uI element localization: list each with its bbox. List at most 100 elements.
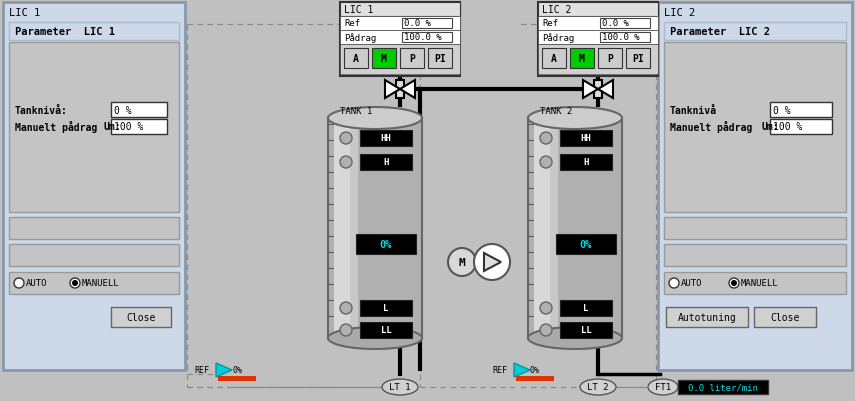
Bar — [664, 244, 846, 266]
Text: 0%: 0% — [380, 239, 392, 249]
Text: AUTO: AUTO — [681, 279, 703, 288]
Text: M: M — [381, 54, 387, 64]
Text: Parameter  LIC 1: Parameter LIC 1 — [15, 27, 115, 37]
Bar — [360, 300, 412, 316]
Bar — [9, 23, 179, 41]
Text: Pådrag: Pådrag — [344, 33, 376, 43]
Polygon shape — [216, 363, 232, 377]
Bar — [350, 119, 358, 338]
Bar — [9, 272, 179, 294]
Text: P: P — [409, 54, 415, 64]
Polygon shape — [484, 253, 501, 271]
Text: FT1: FT1 — [655, 383, 671, 391]
Text: LT 1: LT 1 — [389, 383, 410, 391]
Text: TANK 1: TANK 1 — [340, 106, 372, 115]
Polygon shape — [385, 81, 400, 99]
Bar — [560, 131, 612, 147]
Bar — [218, 376, 256, 381]
Bar — [770, 103, 832, 118]
Text: Um:: Um: — [103, 122, 121, 132]
Bar — [538, 45, 658, 75]
Text: Parameter  LIC 2: Parameter LIC 2 — [670, 27, 770, 37]
Bar — [594, 81, 602, 99]
Circle shape — [340, 133, 352, 145]
Bar — [556, 235, 616, 254]
Text: Pådrag: Pådrag — [542, 33, 575, 43]
Bar — [658, 3, 852, 370]
Text: 0%: 0% — [530, 366, 540, 375]
Circle shape — [70, 278, 80, 288]
Bar — [328, 119, 422, 338]
Bar — [402, 33, 452, 43]
Bar — [111, 307, 171, 327]
Bar — [360, 131, 412, 147]
Text: A: A — [551, 54, 557, 64]
Text: Autotuning: Autotuning — [678, 312, 736, 322]
Text: Manuelt pådrag: Manuelt pådrag — [670, 121, 752, 133]
Bar — [538, 3, 658, 17]
Bar — [664, 217, 846, 239]
Text: MANUELL: MANUELL — [82, 279, 120, 288]
Text: L: L — [383, 304, 389, 313]
Text: 100 %: 100 % — [114, 122, 144, 132]
Bar — [344, 49, 368, 69]
Circle shape — [540, 302, 552, 314]
Text: Manuelt pådrag: Manuelt pådrag — [15, 121, 97, 133]
Text: M: M — [579, 54, 585, 64]
Bar — [538, 31, 658, 45]
Ellipse shape — [580, 379, 616, 395]
Bar — [516, 376, 554, 381]
Text: 0%: 0% — [232, 366, 242, 375]
Ellipse shape — [648, 379, 678, 395]
Bar — [111, 103, 167, 118]
Text: LL: LL — [581, 326, 592, 335]
Bar — [9, 43, 179, 213]
Text: Um:: Um: — [762, 122, 780, 132]
Bar — [664, 23, 846, 41]
Ellipse shape — [528, 327, 622, 349]
Text: 100.0 %: 100.0 % — [404, 33, 442, 43]
Bar — [538, 17, 658, 31]
Bar — [754, 307, 816, 327]
Text: 100 %: 100 % — [773, 122, 802, 132]
Bar — [9, 217, 179, 239]
Bar — [360, 322, 412, 338]
Bar — [340, 3, 460, 17]
Text: HH: HH — [380, 134, 392, 143]
Circle shape — [340, 302, 352, 314]
Bar — [664, 43, 846, 213]
Circle shape — [448, 248, 476, 276]
Text: H: H — [383, 158, 389, 167]
Ellipse shape — [328, 327, 422, 349]
Text: Ref: Ref — [344, 20, 360, 28]
Text: A: A — [353, 54, 359, 64]
Circle shape — [14, 278, 24, 288]
Text: 0 %: 0 % — [114, 105, 132, 115]
Text: TANK 2: TANK 2 — [540, 106, 572, 115]
Text: PI: PI — [632, 54, 644, 64]
Circle shape — [72, 280, 78, 286]
Bar — [402, 19, 452, 29]
Bar — [396, 81, 404, 99]
Text: L: L — [583, 304, 589, 313]
Bar — [542, 49, 566, 69]
Bar — [600, 33, 650, 43]
Bar — [400, 49, 424, 69]
Circle shape — [340, 324, 352, 336]
Bar — [664, 272, 846, 294]
Text: Tanknivå:: Tanknivå: — [15, 106, 68, 116]
Circle shape — [474, 244, 510, 280]
Text: LIC 1: LIC 1 — [9, 8, 40, 18]
Bar — [678, 380, 768, 394]
Polygon shape — [598, 81, 613, 99]
Text: PI: PI — [434, 54, 445, 64]
Bar — [528, 119, 622, 338]
Bar — [600, 19, 650, 29]
Text: Ref: Ref — [542, 20, 558, 28]
Circle shape — [540, 133, 552, 145]
Text: Close: Close — [127, 312, 156, 322]
Text: HH: HH — [581, 134, 592, 143]
Circle shape — [540, 157, 552, 168]
Bar — [570, 49, 594, 69]
Polygon shape — [583, 81, 598, 99]
